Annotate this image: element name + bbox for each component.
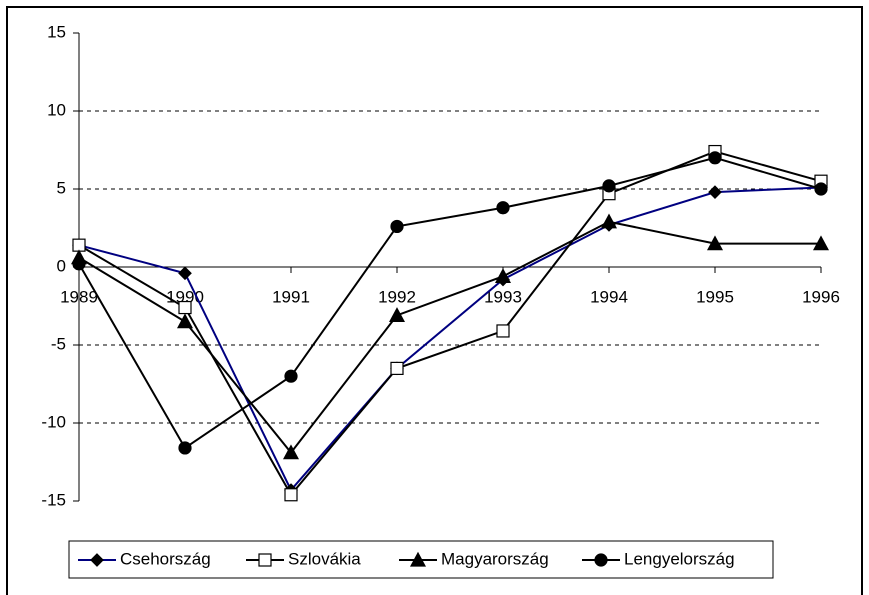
data-point xyxy=(390,219,404,234)
data-point xyxy=(178,441,192,455)
data-point xyxy=(496,324,510,338)
data-point xyxy=(388,307,406,322)
legend-label: Szlovákia xyxy=(288,549,361,568)
legend-marker xyxy=(594,553,608,567)
data-point xyxy=(496,201,510,215)
x-tick-label: 1996 xyxy=(802,287,840,306)
x-tick-label: 1989 xyxy=(60,287,98,306)
x-tick-label: 1993 xyxy=(484,287,522,306)
x-tick-label: 1992 xyxy=(378,287,416,306)
series-line xyxy=(78,150,822,497)
series-line xyxy=(78,186,822,492)
y-tick-label: 15 xyxy=(47,22,66,41)
data-point xyxy=(72,238,86,252)
x-tick-label: 1994 xyxy=(590,287,628,306)
data-point xyxy=(708,151,722,165)
y-tick-label: -10 xyxy=(41,412,66,431)
legend-label: Lengyelország xyxy=(624,549,735,568)
data-point xyxy=(708,185,722,199)
data-point xyxy=(814,182,828,196)
legend-label: Magyarország xyxy=(441,549,549,568)
data-point xyxy=(284,488,298,502)
series-line xyxy=(78,156,822,450)
data-point xyxy=(494,268,512,283)
y-tick-label: 5 xyxy=(57,178,66,197)
data-point xyxy=(178,300,192,315)
data-point xyxy=(600,213,618,229)
legend-marker xyxy=(258,553,272,567)
y-tick-label: 0 xyxy=(57,256,66,275)
y-tick-label: -15 xyxy=(41,490,66,509)
x-tick-label: 1995 xyxy=(696,287,734,306)
chart-frame xyxy=(6,6,863,595)
data-point xyxy=(176,313,194,329)
y-tick-label: -5 xyxy=(51,334,66,353)
data-point xyxy=(284,369,298,383)
legend-marker xyxy=(409,551,427,567)
series-line xyxy=(78,220,821,455)
y-tick-label: 10 xyxy=(47,100,66,119)
data-point xyxy=(602,179,616,193)
data-point xyxy=(390,361,404,375)
x-tick-label: 1991 xyxy=(272,287,310,306)
data-point xyxy=(178,266,192,281)
legend-label: Csehország xyxy=(120,549,211,568)
legend-marker xyxy=(90,553,104,567)
data-point xyxy=(282,444,300,460)
data-point xyxy=(72,257,86,271)
data-point xyxy=(706,235,724,251)
data-point xyxy=(812,235,830,251)
